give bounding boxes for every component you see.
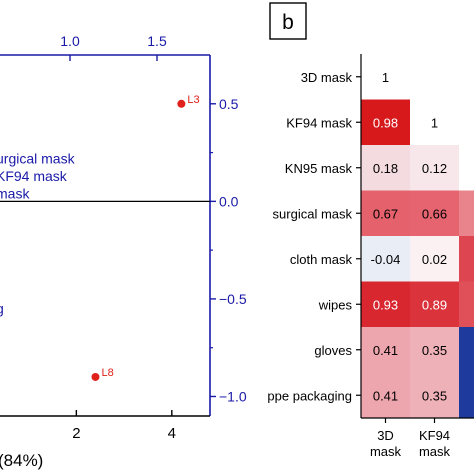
right-tick-label: 0.0: [219, 193, 239, 209]
heatmap-cell: [459, 281, 474, 327]
heatmap-cell: [459, 327, 474, 373]
loading-label: g: [0, 301, 4, 317]
heatmap-cell: [410, 327, 459, 373]
heatmap-cell-value: 0.66: [422, 206, 447, 221]
x-axis-label: (84%): [0, 451, 43, 470]
data-point-label: L8: [101, 367, 113, 379]
heatmap-cell: [459, 236, 474, 282]
top-tick-label: 1.0: [60, 33, 80, 49]
column-label-line1: KF94: [419, 428, 450, 443]
loading-label: urgical mask: [0, 150, 76, 166]
heatmap-cell: [410, 145, 459, 191]
heatmap-cell: [361, 236, 410, 282]
column-label-line2: mask: [370, 444, 402, 459]
right-tick-label: −0.5: [219, 291, 247, 307]
heatmap-cell-value: 0.02: [422, 252, 447, 267]
loading-label: mask: [0, 186, 30, 202]
heatmap-cell-value: 1: [382, 70, 389, 85]
heatmap-cell: [361, 99, 410, 145]
heatmap-cell: [459, 145, 474, 191]
heatmap-cell-value: 0.41: [373, 343, 398, 358]
heatmap-cell: [459, 190, 474, 236]
heatmap-cell-value: 1: [431, 115, 438, 130]
heatmap-cell-value: 0.41: [373, 388, 398, 403]
heatmap-cell-value: 0.67: [373, 206, 398, 221]
heatmap-cell-value: 0.98: [373, 115, 398, 130]
heatmap-cell-value: 0.35: [422, 388, 447, 403]
column-label-line1: 3D: [377, 428, 394, 443]
heatmap-cell-value: 0.93: [373, 297, 398, 312]
heatmap-cell: [410, 99, 459, 145]
heatmap-cell: [361, 372, 410, 418]
bottom-tick-label: 2: [72, 425, 80, 442]
heatmap-cell: [361, 54, 410, 100]
panel-label: b: [282, 11, 294, 34]
loading-label: KF94 mask: [0, 168, 68, 184]
heatmap-cell: [361, 190, 410, 236]
top-tick-label: 1.5: [147, 33, 167, 49]
data-point-label: L3: [187, 94, 199, 106]
heatmap-cell: [459, 99, 474, 145]
column-label-line2: mask: [419, 444, 451, 459]
right-tick-label: 0.5: [219, 96, 239, 112]
correlation-heatmap-panel: b10.9810.180.120.670.660-0.040.020.930.8…: [267, 2, 474, 459]
row-label: surgical mask: [273, 206, 353, 221]
row-label: KF94 mask: [286, 115, 352, 130]
heatmap-cell: [410, 372, 459, 418]
bottom-tick-label: 4: [168, 425, 176, 442]
row-label: wipes: [318, 297, 353, 312]
heatmap-cell: [459, 54, 474, 100]
row-label: gloves: [314, 343, 352, 358]
heatmap-cell: [361, 281, 410, 327]
biplot-panel: 1.0 1.5 0.5 0.0 −0.5 −1.0 2 4 (84%) urgical mask K…: [0, 33, 247, 470]
data-point: [177, 99, 186, 108]
heatmap-cell-value: 0.35: [422, 343, 447, 358]
row-label: 3D mask: [301, 70, 353, 85]
row-label: ppe packaging: [267, 388, 352, 403]
data-point: [91, 372, 100, 381]
heatmap-cell: [410, 190, 459, 236]
heatmap-cell: [410, 54, 459, 100]
heatmap-cell-value: -0.04: [371, 252, 401, 267]
heatmap-cell: [410, 236, 459, 282]
heatmap-cell-value: 0.89: [422, 297, 447, 312]
heatmap-cell-value: 0.12: [422, 161, 447, 176]
heatmap-cell: [361, 327, 410, 373]
heatmap-cell: [410, 281, 459, 327]
row-label: cloth mask: [290, 252, 353, 267]
panel-label-box: [269, 2, 307, 40]
row-label: KN95 mask: [285, 161, 353, 176]
heatmap-cell-value: 0.18: [373, 161, 398, 176]
heatmap-cell: [459, 372, 474, 418]
right-tick-label: −1.0: [219, 388, 247, 404]
heatmap-cell: [361, 145, 410, 191]
